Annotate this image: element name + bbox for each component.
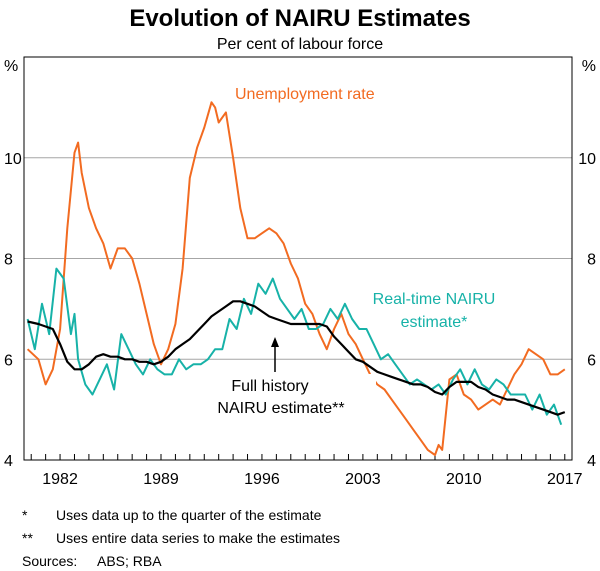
y-tick-right-6: 6 (587, 352, 596, 369)
x-tick-labels: 1982 1989 1996 2003 2010 2017 (42, 471, 582, 488)
x-tick-marks (30, 454, 566, 460)
full-history-label-background (180, 374, 376, 418)
series-group (26, 101, 566, 456)
unemployment-rate-line (26, 101, 566, 456)
y-axis-unit-left: % (4, 58, 18, 75)
y-tick-left-10: 10 (4, 151, 22, 168)
y-axis-unit-right: % (582, 58, 596, 75)
x-tick-label-2010: 2010 (446, 471, 482, 488)
x-tick-label-1982: 1982 (42, 471, 78, 488)
x-tick-label-2003: 2003 (345, 471, 381, 488)
x-tick-label-1989: 1989 (143, 471, 179, 488)
footnote-2-mark: ** (22, 530, 33, 546)
sources-text: ABS; RBA (97, 553, 162, 569)
full-history-arrow-head (271, 337, 279, 347)
y-tick-right-10: 10 (578, 151, 596, 168)
y-tick-left-4: 4 (4, 453, 13, 470)
chart-title: Evolution of NAIRU Estimates (129, 5, 470, 32)
full-history-label-line2: NAIRU estimate** (217, 400, 344, 417)
y-tick-labels: 4 4 6 6 8 8 10 10 (4, 151, 596, 470)
realtime-nairu-line (26, 267, 563, 426)
x-tick-label-1996: 1996 (244, 471, 280, 488)
y-tick-right-4: 4 (587, 453, 596, 470)
y-tick-left-6: 6 (4, 352, 13, 369)
y-tick-left-8: 8 (4, 252, 13, 269)
plot-frame (23, 56, 573, 461)
full-history-nairu-line (27, 300, 566, 416)
footnote-1-mark: * (22, 507, 28, 523)
realtime-nairu-label-line1: Real-time NAIRU (373, 291, 496, 308)
footnote-2-text: Uses entire data series to make the esti… (56, 530, 340, 546)
realtime-nairu-label-line2: estimate* (401, 314, 468, 331)
y-tick-right-8: 8 (587, 252, 596, 269)
chart-subtitle: Per cent of labour force (217, 36, 383, 53)
unemployment-rate-label: Unemployment rate (235, 86, 375, 103)
sources-label: Sources: (22, 553, 77, 569)
full-history-label-line1: Full history (231, 378, 308, 395)
x-tick-label-2017: 2017 (547, 471, 583, 488)
gridlines (24, 157, 572, 360)
footnote-1-text: Uses data up to the quarter of the estim… (56, 507, 322, 523)
